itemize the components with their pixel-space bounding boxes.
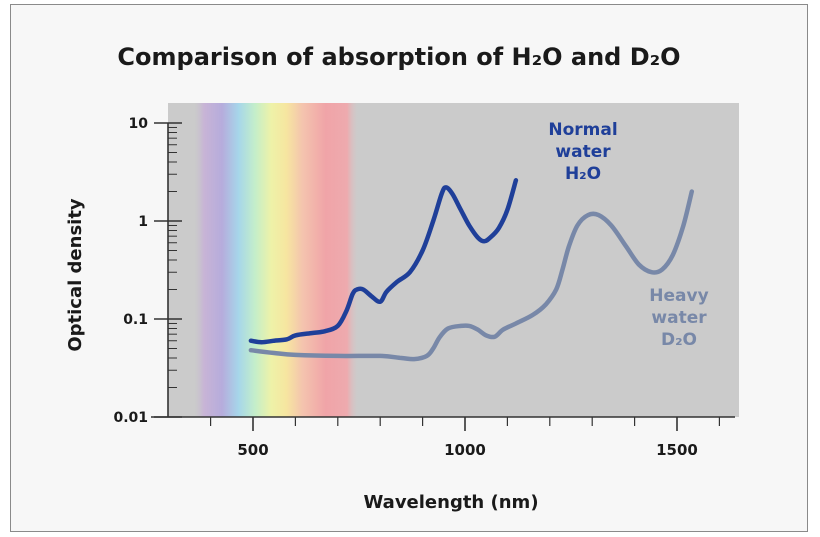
chart-frame: Comparison of absorption of H₂O and D₂O … (10, 4, 808, 532)
y-tick-label: 0.1 (123, 312, 148, 328)
h2o-series-label: Normal water H₂O (548, 120, 617, 184)
y-tick-label: 0.01 (113, 410, 148, 426)
x-axis: 500 1000 1500 (151, 416, 735, 459)
h2o-absorption-line (248, 178, 519, 345)
x-tick-label: 1500 (656, 441, 698, 459)
series-labels: Normal water H₂O Heavy water D₂O (548, 120, 708, 350)
x-tick-label: 500 (237, 441, 268, 459)
d2o-series-label: Heavy water D₂O (649, 286, 708, 350)
chart-svg: Comparison of absorption of H₂O and D₂O … (65, 43, 739, 513)
y-axis: 10 1 0.1 0.01 (113, 116, 182, 426)
visible-spectrum-band (194, 103, 359, 417)
d2o-absorption-line (248, 189, 695, 362)
series-layer (248, 178, 695, 362)
y-tick-label: 1 (138, 214, 148, 230)
y-axis-label: Optical density (65, 198, 86, 352)
y-tick-label: 10 (129, 116, 149, 132)
chart-title: Comparison of absorption of H₂O and D₂O (117, 43, 680, 71)
x-axis-label: Wavelength (nm) (363, 492, 538, 513)
x-tick-label: 1000 (444, 441, 486, 459)
